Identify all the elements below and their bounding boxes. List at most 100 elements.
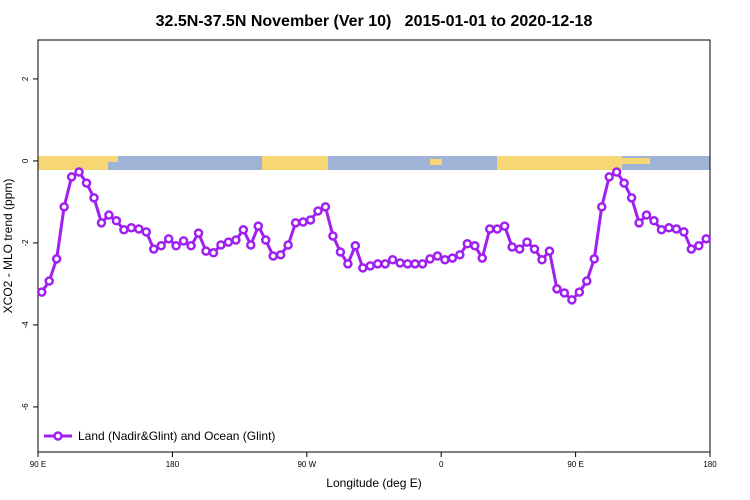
point <box>253 221 264 231</box>
point <box>36 287 47 297</box>
point <box>328 231 338 241</box>
point <box>387 254 398 265</box>
point <box>432 251 443 261</box>
point <box>664 223 674 233</box>
y-tick-label: 0 <box>21 158 30 163</box>
point <box>671 224 682 234</box>
point <box>440 254 450 265</box>
point <box>74 167 84 177</box>
point <box>260 235 271 245</box>
x-tick-label: 0 <box>439 460 444 469</box>
point <box>492 224 502 234</box>
point <box>134 224 144 234</box>
point <box>231 235 241 245</box>
x-tick-label: 180 <box>703 460 717 469</box>
x-tick-label: 90 W <box>297 460 316 469</box>
point <box>507 242 517 252</box>
plot-frame <box>37 39 711 453</box>
point <box>44 276 54 286</box>
point <box>111 216 122 226</box>
point <box>567 295 577 305</box>
point <box>514 244 525 254</box>
point <box>522 237 532 247</box>
point <box>246 240 256 250</box>
point <box>126 223 137 233</box>
point <box>305 215 316 225</box>
point <box>455 250 465 260</box>
point <box>447 253 458 263</box>
point <box>425 254 435 264</box>
point <box>611 167 622 177</box>
point <box>537 254 547 265</box>
point <box>686 244 697 254</box>
point <box>238 225 249 235</box>
point <box>216 240 226 250</box>
y-tick-label: -6 <box>21 403 30 411</box>
point <box>208 248 219 258</box>
point <box>679 227 689 237</box>
point <box>298 217 308 227</box>
point <box>201 246 211 256</box>
point <box>380 259 390 269</box>
point <box>641 210 652 220</box>
point <box>178 236 189 246</box>
y-tick-label: 2 <box>21 76 30 81</box>
chart-title: 32.5N-37.5N November (Ver 10) 2015-01-01… <box>156 13 593 30</box>
point <box>589 254 600 264</box>
point <box>529 244 540 254</box>
point <box>596 202 607 212</box>
point <box>193 228 204 238</box>
point <box>350 241 361 251</box>
x-tick-label: 90 E <box>30 460 46 469</box>
point <box>574 287 585 297</box>
point <box>171 241 181 251</box>
point <box>402 259 413 269</box>
point <box>410 259 420 269</box>
point <box>582 276 592 286</box>
y-axis-label: XCO2 - MLO trend (ppm) <box>1 179 15 314</box>
point <box>552 284 562 294</box>
point <box>365 261 376 271</box>
point <box>484 224 495 234</box>
point <box>96 218 107 228</box>
point <box>694 241 704 251</box>
point <box>372 259 383 269</box>
y-tick-label: -4 <box>21 321 30 329</box>
point <box>290 218 301 228</box>
series-line <box>40 169 708 303</box>
point <box>320 202 331 212</box>
point <box>119 225 129 235</box>
point <box>81 178 92 188</box>
point <box>268 251 278 261</box>
point <box>343 259 353 269</box>
point <box>604 172 614 182</box>
point <box>417 259 428 269</box>
point <box>89 193 99 203</box>
point <box>634 218 644 228</box>
point <box>358 263 368 273</box>
x-tick-label: 90 E <box>567 460 583 469</box>
point <box>66 172 77 182</box>
point <box>395 258 405 268</box>
x-axis-label: Longitude (deg E) <box>326 476 421 490</box>
point <box>51 254 62 264</box>
point <box>701 234 712 244</box>
point <box>477 253 488 263</box>
x-tick-label: 180 <box>166 460 180 469</box>
point <box>656 225 667 235</box>
point <box>275 250 286 260</box>
point <box>649 216 659 226</box>
point <box>313 206 323 216</box>
point <box>141 227 152 237</box>
point <box>59 202 69 212</box>
point <box>283 240 293 250</box>
point <box>335 247 346 257</box>
point <box>223 237 234 247</box>
point <box>156 241 166 251</box>
point <box>559 288 570 298</box>
point <box>163 234 174 244</box>
point <box>544 246 555 256</box>
legend-marker <box>53 431 63 441</box>
point <box>470 241 480 251</box>
